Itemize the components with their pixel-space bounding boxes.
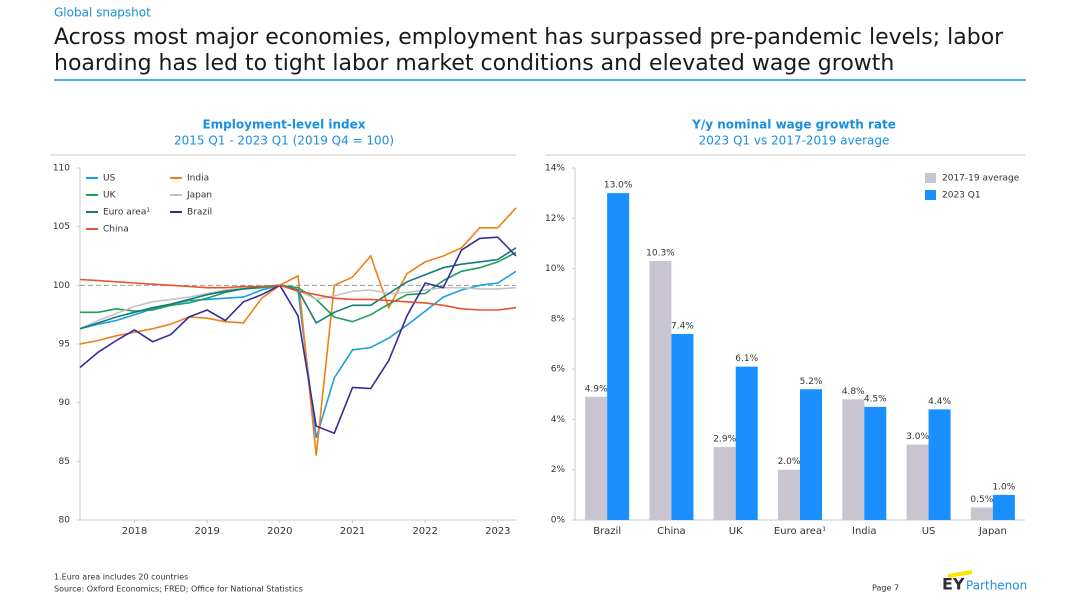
x-tick-label: 2023 [485,526,510,537]
slide-title: hoarding has led to tight labor market c… [54,51,894,76]
bar [735,366,758,520]
series-line [79,247,517,330]
legend-label: India [187,174,209,184]
y-tick-label: 85 [59,457,70,467]
bar [842,399,865,520]
value-label: 3.0% [906,432,929,442]
page-number: Page 7 [872,584,899,593]
bar [992,494,1015,520]
legend-label: 2023 Q1 [942,191,981,201]
source: Source: Oxford Economics; FRED; Office f… [54,585,303,594]
series-line [79,236,517,435]
series-line [79,207,517,456]
value-label: 4.5% [864,394,887,404]
bar [607,193,630,520]
footnote: 1.Euro area includes 20 countries [54,573,188,582]
slide-title: Across most major economies, employment … [54,25,1004,50]
chart-title: Employment-level index [202,118,365,132]
y-tick-label: 2% [551,465,566,475]
x-tick-label: 2018 [122,526,147,537]
x-tick-label: China [657,526,686,537]
bar [671,333,694,520]
y-tick-label: 110 [53,164,70,174]
value-label: 4.4% [928,397,951,407]
legend-label: UK [103,191,117,201]
value-label: 0.5% [970,495,993,505]
y-tick-label: 12% [545,214,565,224]
y-tick-label: 90 [59,398,71,408]
x-tick-label: Euro area¹ [774,526,826,537]
legend-label: Brazil [187,208,212,218]
value-label: 2.0% [778,457,801,467]
x-tick-label: UK [729,526,743,537]
value-label: 1.0% [992,482,1015,492]
value-label: 5.2% [800,377,823,387]
value-label: 10.3% [646,249,675,259]
y-tick-label: 10% [545,264,565,274]
bar [906,444,929,520]
y-tick-label: 8% [551,314,566,324]
legend-label: 2017-19 average [942,174,1020,184]
value-label: 2.9% [713,435,736,445]
chart-title: Y/y nominal wage growth rate [691,118,896,132]
chart-subtitle: 2023 Q1 vs 2017-2019 average [699,134,890,148]
legend-swatch [925,190,936,200]
value-label: 6.1% [735,354,758,364]
series-line [79,270,517,439]
bar [970,507,993,520]
chart-subtitle: 2015 Q1 - 2023 Q1 (2019 Q4 = 100) [174,134,394,148]
legend-swatch [925,173,936,183]
logo: EY [942,575,965,594]
series-line [80,251,517,323]
y-tick-label: 4% [551,415,566,425]
value-label: 4.8% [842,387,865,397]
legend-label: US [103,174,116,184]
x-tick-label: Brazil [593,526,621,537]
y-tick-label: 14% [545,164,565,174]
bar [649,261,672,520]
y-tick-label: 100 [53,281,70,291]
bar [585,396,608,520]
bar [778,469,800,520]
x-tick-label: 2019 [194,526,219,537]
y-tick-label: 95 [59,340,70,350]
y-tick-label: 105 [53,222,70,232]
y-tick-label: 80 [59,516,71,526]
bar [800,389,822,520]
value-label: 4.9% [585,384,608,394]
x-tick-label: 2021 [340,526,365,537]
bar [928,409,951,520]
value-label: 7.4% [671,321,694,331]
section-label: Global snapshot [54,6,151,20]
x-tick-label: 2020 [267,526,292,537]
logo-suffix: Parthenon [966,579,1027,593]
bar [713,447,736,520]
x-tick-label: India [852,526,877,537]
legend-label: Japan [186,191,212,201]
x-tick-label: 2022 [412,526,437,537]
legend-label: China [103,225,129,235]
logo-mark [948,570,972,578]
legend-label: Euro area¹ [103,208,150,218]
x-tick-label: US [922,526,936,537]
series-line [79,278,517,311]
y-tick-label: 6% [551,365,566,375]
bar [864,406,887,520]
x-tick-label: Japan [978,526,1007,537]
value-label: 13.0% [604,181,633,191]
y-tick-label: 0% [551,516,566,526]
